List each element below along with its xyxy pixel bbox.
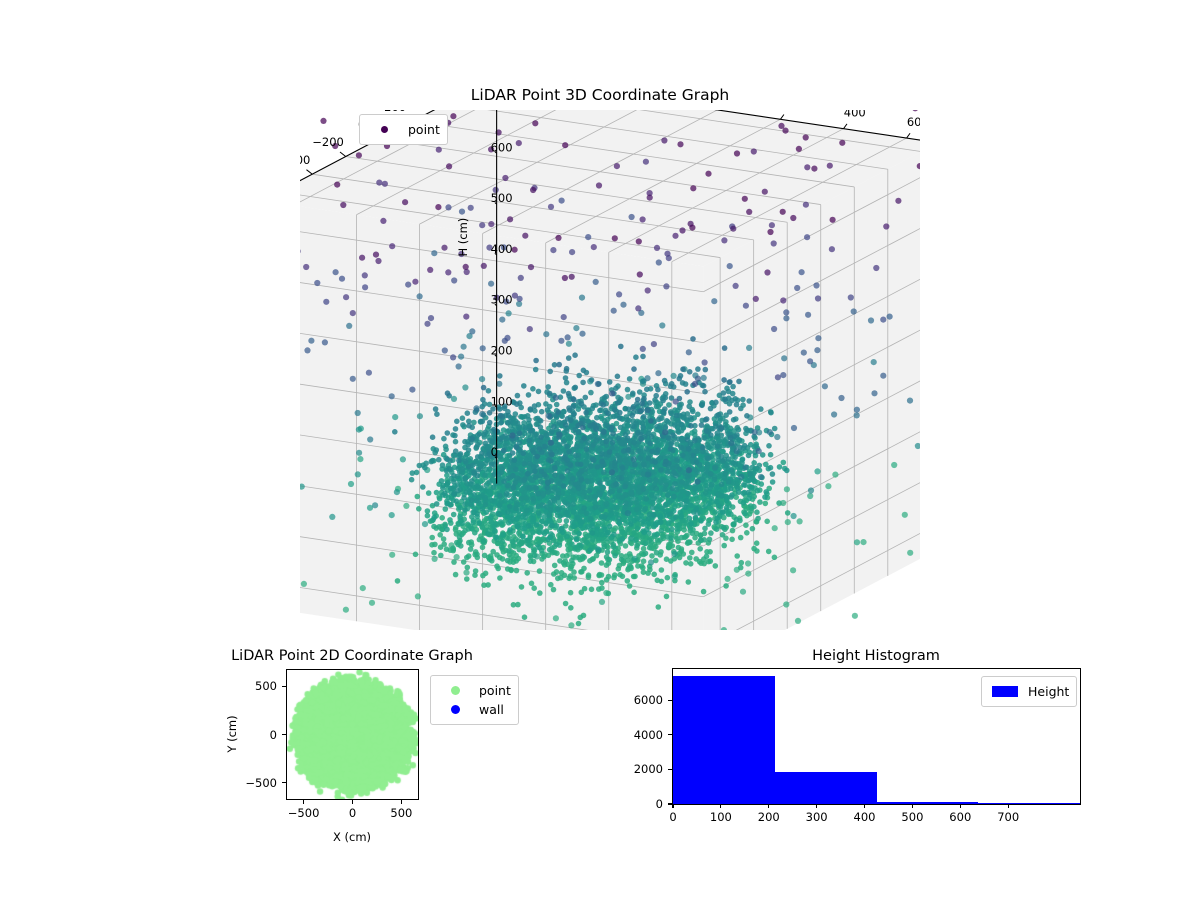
legend-3d[interactable]: point (359, 114, 448, 145)
histogram-bar (978, 802, 1080, 804)
x-tickmark (816, 804, 818, 808)
legend-label: wall (479, 702, 504, 717)
wall-marker-icon (438, 705, 472, 714)
x-tickmark (1007, 804, 1009, 808)
x-ticklabel: 600 (949, 810, 972, 824)
y-tickmark (668, 768, 672, 770)
x-tickmark (720, 804, 722, 808)
x-ticklabel: −500 (287, 806, 320, 820)
axis-label-y-2d: Y (cm) (225, 715, 239, 753)
panel-hist-title: Height Histogram (812, 648, 940, 664)
legend-label: Height (1028, 684, 1070, 699)
x-ticklabel: 0 (348, 806, 357, 820)
histogram-bar (774, 771, 877, 804)
x-tickmark (400, 800, 402, 804)
y-ticklabel: 2000 (633, 762, 663, 777)
lidar-2d-plot (287, 670, 418, 799)
axis-label-x-2d: X (cm) (332, 830, 372, 844)
y-tickmark (282, 782, 286, 784)
x-tickmark (672, 804, 674, 808)
x-tickmark (959, 804, 961, 808)
x-ticklabel: 0 (669, 810, 677, 824)
height-bar-icon (989, 686, 1021, 697)
lidar-3d-axes[interactable]: −600−400−2000200400600−600−400−200020040… (300, 110, 920, 630)
x-ticklabel: 700 (997, 810, 1020, 824)
legend-histogram[interactable]: Height (981, 676, 1078, 707)
histogram-bar (673, 675, 775, 804)
legend-item-height: Height (989, 682, 1069, 701)
y-tickmark (282, 733, 286, 736)
x-ticklabel: 200 (757, 810, 780, 824)
x-tickmark (351, 800, 354, 804)
legend-label: point (479, 683, 511, 698)
x-ticklabel: 400 (853, 810, 876, 824)
x-ticklabel: 100 (709, 810, 732, 824)
x-tickmark (303, 800, 305, 804)
x-ticklabel: 500 (901, 810, 924, 824)
point-marker-icon (438, 686, 472, 695)
y-ticklabel: −500 (245, 775, 277, 790)
lidar-2d-axes[interactable] (286, 669, 419, 800)
point-marker-icon (367, 126, 401, 133)
x-tickmark (768, 804, 770, 808)
x-tickmark (911, 804, 913, 808)
y-ticklabel: 4000 (633, 727, 663, 742)
panel-3d-title: LiDAR Point 3D Coordinate Graph (470, 86, 730, 104)
height-histogram-axes[interactable] (672, 668, 1081, 805)
legend-2d[interactable]: point wall (430, 675, 519, 725)
lidar-3d-plot: −600−400−2000200400600−600−400−200020040… (300, 110, 920, 630)
y-tickmark (668, 699, 672, 701)
x-ticklabel: 500 (390, 806, 413, 820)
y-tickmark (668, 734, 672, 736)
legend-label: point (408, 122, 440, 137)
y-ticklabel: 500 (255, 679, 277, 694)
legend-item-wall: wall (438, 700, 511, 719)
y-tickmark (282, 685, 286, 687)
x-tickmark (863, 804, 866, 808)
y-ticklabel: 0 (269, 727, 277, 742)
legend-item-point: point (367, 120, 440, 139)
x-ticklabel: 300 (805, 810, 828, 824)
y-ticklabel: 6000 (633, 693, 663, 708)
legend-item-point: point (438, 681, 511, 700)
y-tickmark (668, 803, 672, 805)
y-ticklabel: 0 (655, 797, 663, 811)
histogram-bar (876, 802, 979, 804)
panel-2d-title: LiDAR Point 2D Coordinate Graph (231, 648, 473, 664)
